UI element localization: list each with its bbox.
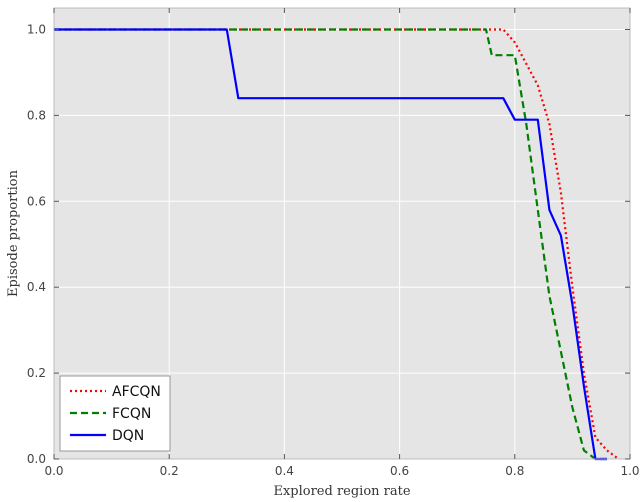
legend-box [59, 375, 171, 452]
legend-label-afcqn: AFCQN [112, 384, 161, 400]
y-tick-label: 0.8 [27, 108, 46, 122]
x-tick-label: 0.4 [275, 464, 294, 478]
series-line-dqn [54, 28, 607, 461]
series-line-afcqn [54, 28, 620, 460]
x-axis-label: Explored region rate [273, 484, 410, 499]
gridlines [53, 8, 631, 460]
y-tick-label: 0.0 [27, 452, 46, 466]
y-tick-label: 0.2 [27, 366, 46, 380]
series-line-fcqn [54, 28, 607, 461]
y-axis-label: Episode proportion [6, 169, 21, 297]
x-tick-label: 0.6 [390, 464, 409, 478]
series-lines [54, 28, 620, 461]
y-tick-label: 0.6 [27, 194, 46, 208]
y-tick-label: 0.4 [27, 280, 46, 294]
legend-label-dqn: DQN [112, 428, 144, 444]
legend: AFCQN FCQN DQN [59, 375, 171, 452]
axis-ticks: 0.0 0.2 0.4 0.6 0.8 1.0 0.0 0.2 0.4 0.6 0.8 1.0 [27, 8, 640, 478]
plot-frame [53, 7, 631, 460]
y-tick-label: 1.0 [27, 22, 46, 36]
x-tick-label: 0.2 [160, 464, 179, 478]
x-tick-label: 0.0 [44, 464, 63, 478]
x-tick-label: 1.0 [620, 464, 639, 478]
legend-label-fcqn: FCQN [112, 406, 151, 422]
x-tick-label: 0.8 [505, 464, 524, 478]
